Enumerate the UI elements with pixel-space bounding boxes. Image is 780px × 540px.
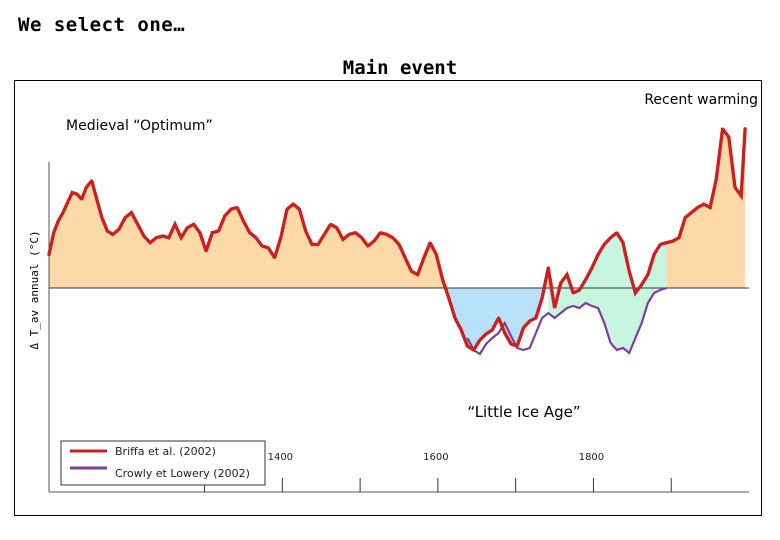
y-axis-label: Δ T_av annual (°C) (28, 230, 41, 349)
cold-area (442, 288, 549, 350)
series-line-crowly (466, 286, 667, 356)
x-tick-label-1600: 1600 (423, 452, 448, 463)
series-line-briffa (47, 124, 747, 353)
slide-title: We select one… (18, 14, 186, 36)
annotation-recent: Recent warming (644, 92, 758, 108)
legend: Briffa et al. (2002) Crowly et Lowery (2… (60, 440, 266, 486)
chart-frame (14, 80, 762, 516)
legend-label-briffa: Briffa et al. (2002) (115, 445, 216, 458)
x-tick-labels: 1400 1600 1800 (268, 452, 605, 463)
warm-area (49, 128, 746, 288)
x-tick-label-1400: 1400 (268, 452, 293, 463)
x-tick-label-1800: 1800 (579, 452, 604, 463)
x-tick-marks (204, 478, 672, 492)
recovery-area (548, 232, 667, 353)
legend-box (60, 440, 266, 486)
area-layer (49, 128, 746, 353)
annotation-medieval: Medieval “Optimum” (66, 118, 213, 134)
legend-label-crowly: Crowly et Lowery (2002) (115, 467, 250, 480)
annotation-little-ice-age: “Little Ice Age” (467, 403, 580, 421)
main-title: Main event (342, 57, 458, 79)
